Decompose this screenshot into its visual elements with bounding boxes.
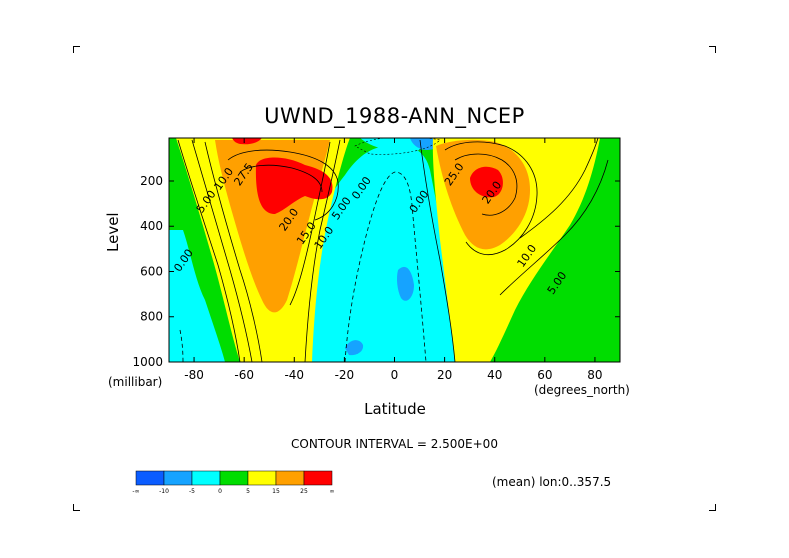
x-tick-label: 80 [587,368,602,382]
y-tick-label: 400 [140,219,163,233]
colorbar: -∞ -10 -5 0 5 15 25 ∞ [132,470,335,495]
y-tick-label: 600 [140,264,163,278]
x-tick-label: 40 [487,368,502,382]
contour-fill-layer [169,138,620,362]
tick-labels: -80 -60 -40 -20 0 20 40 60 80 200 400 600 800 1000 [132,174,602,382]
jet-core-top-south [232,138,262,145]
jet-core-north [470,166,503,198]
colorbar-label: 15 [272,488,280,495]
colorbar-label: -5 [189,488,195,495]
y-tick-label: 800 [140,310,163,324]
colorbar-swatch [247,470,277,486]
colorbar-label: 5 [246,488,250,495]
colorbar-swatch [303,470,333,486]
mean-text: (mean) lon:0..357.5 [492,475,612,489]
contour-interval-text: CONTOUR INTERVAL = 2.500E+00 [291,437,498,451]
colorbar-swatch [191,470,221,486]
colorbar-label: 0 [218,488,222,495]
negative-contour-lines [179,171,427,362]
x-axis-label: Latitude [364,400,426,418]
x-axis-unit: (degrees_north) [534,383,630,397]
x-tick-label: -20 [335,368,355,382]
band-negative-deep-1 [397,266,414,301]
y-tick-label: 1000 [132,355,163,369]
jet-core-south [255,157,333,214]
colorbar-label: 25 [300,488,308,495]
colorbar-swatch [219,470,249,486]
x-tick-label: 0 [391,368,399,382]
contour-lines [177,138,609,362]
colorbar-label: -∞ [132,488,139,495]
y-axis-unit: (millibar) [108,375,163,389]
x-tick-label: -40 [284,368,304,382]
x-tick-label: -80 [184,368,204,382]
x-tick-label: -60 [234,368,254,382]
colorbar-label: ∞ [330,488,335,495]
band-negative-polar [169,230,225,362]
frame-corner-top-left [73,46,80,53]
chart-title: UWND_1988-ANN_NCEP [264,104,525,128]
frame-corner-top-right [709,46,716,53]
y-tick-label: 200 [140,174,163,188]
frame-corner-bottom-left [73,504,80,511]
band-negative-equatorial [300,145,460,362]
colorbar-swatch [275,470,305,486]
colorbar-swatch [163,470,193,486]
frame-corner-bottom-right [709,504,716,511]
x-tick-label: 60 [537,368,552,382]
band-negative-deep-2 [345,340,364,356]
colorbar-label: -10 [159,488,169,495]
colorbar-swatch [135,470,165,486]
axis-ticks [169,138,620,363]
x-tick-label: 20 [437,368,452,382]
